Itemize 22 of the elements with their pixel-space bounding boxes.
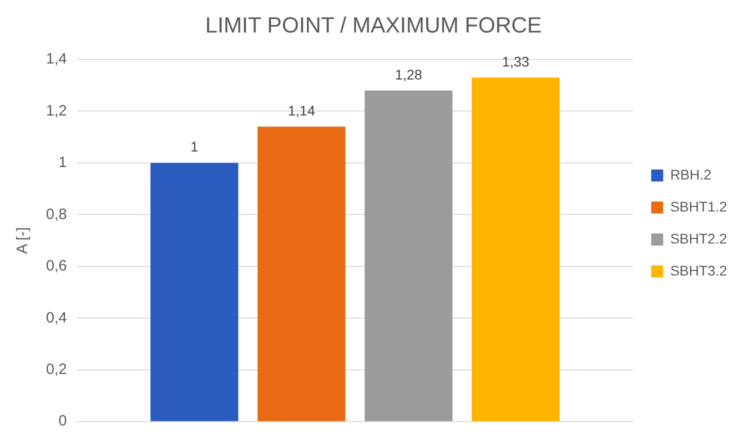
legend-label: SBHT1.2	[670, 198, 728, 214]
data-label: 1,33	[502, 53, 530, 70]
bar	[364, 90, 452, 422]
legend-label: RBH.2	[670, 166, 712, 182]
data-label: 1	[190, 138, 198, 155]
y-tick-label: 1,4	[46, 50, 67, 68]
y-tick-label: 0	[58, 412, 67, 430]
y-tick-label: 1,2	[46, 102, 67, 120]
bar	[150, 162, 238, 422]
bar	[258, 126, 346, 422]
legend-label: SBHT2.2	[670, 230, 728, 246]
y-tick-label: 0,8	[46, 206, 67, 223]
y-axis-title: A [-]	[14, 227, 32, 254]
bar	[472, 78, 560, 422]
legend-label: SBHT3.2	[670, 262, 728, 278]
y-tick-label: 1	[58, 154, 67, 172]
y-tick-label: 0,2	[46, 361, 67, 378]
y-tick-label: 0,6	[46, 258, 67, 275]
data-label: 1,14	[288, 102, 316, 119]
y-tick-label: 0,4	[46, 309, 67, 326]
chart-title: LIMIT POINT / MAXIMUM FORCE	[205, 12, 542, 38]
data-label: 1,28	[394, 66, 422, 82]
